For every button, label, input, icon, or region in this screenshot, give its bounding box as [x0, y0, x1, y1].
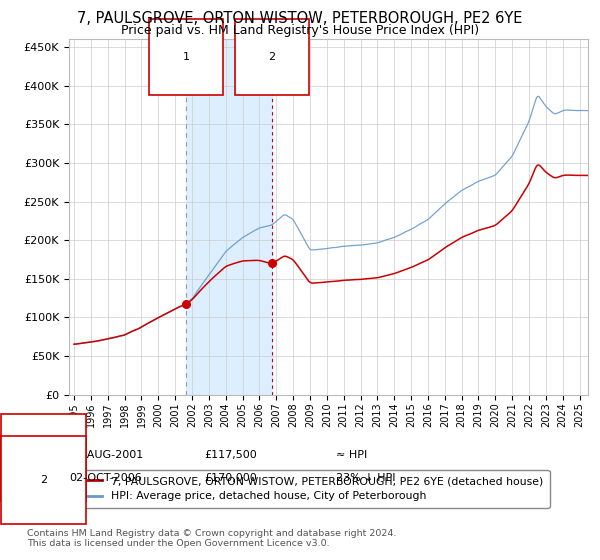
Text: Price paid vs. HM Land Registry's House Price Index (HPI): Price paid vs. HM Land Registry's House … [121, 24, 479, 36]
Text: 2: 2 [268, 52, 275, 62]
Text: 30-AUG-2001: 30-AUG-2001 [69, 450, 143, 460]
Text: 1: 1 [183, 52, 190, 62]
Text: £170,000: £170,000 [204, 473, 257, 483]
Legend: 7, PAULSGROVE, ORTON WISTOW, PETERBOROUGH, PE2 6YE (detached house), HPI: Averag: 7, PAULSGROVE, ORTON WISTOW, PETERBOROUG… [72, 469, 550, 508]
Text: £117,500: £117,500 [204, 450, 257, 460]
Text: ≈ HPI: ≈ HPI [336, 450, 367, 460]
Text: 02-OCT-2006: 02-OCT-2006 [69, 473, 142, 483]
Text: 23% ↓ HPI: 23% ↓ HPI [336, 473, 395, 483]
Text: 1: 1 [40, 452, 47, 463]
Text: 7, PAULSGROVE, ORTON WISTOW, PETERBOROUGH, PE2 6YE: 7, PAULSGROVE, ORTON WISTOW, PETERBOROUG… [77, 11, 523, 26]
Text: 2: 2 [40, 475, 47, 485]
Text: Contains HM Land Registry data © Crown copyright and database right 2024.
This d: Contains HM Land Registry data © Crown c… [27, 529, 397, 548]
Bar [186, 39, 272, 395]
